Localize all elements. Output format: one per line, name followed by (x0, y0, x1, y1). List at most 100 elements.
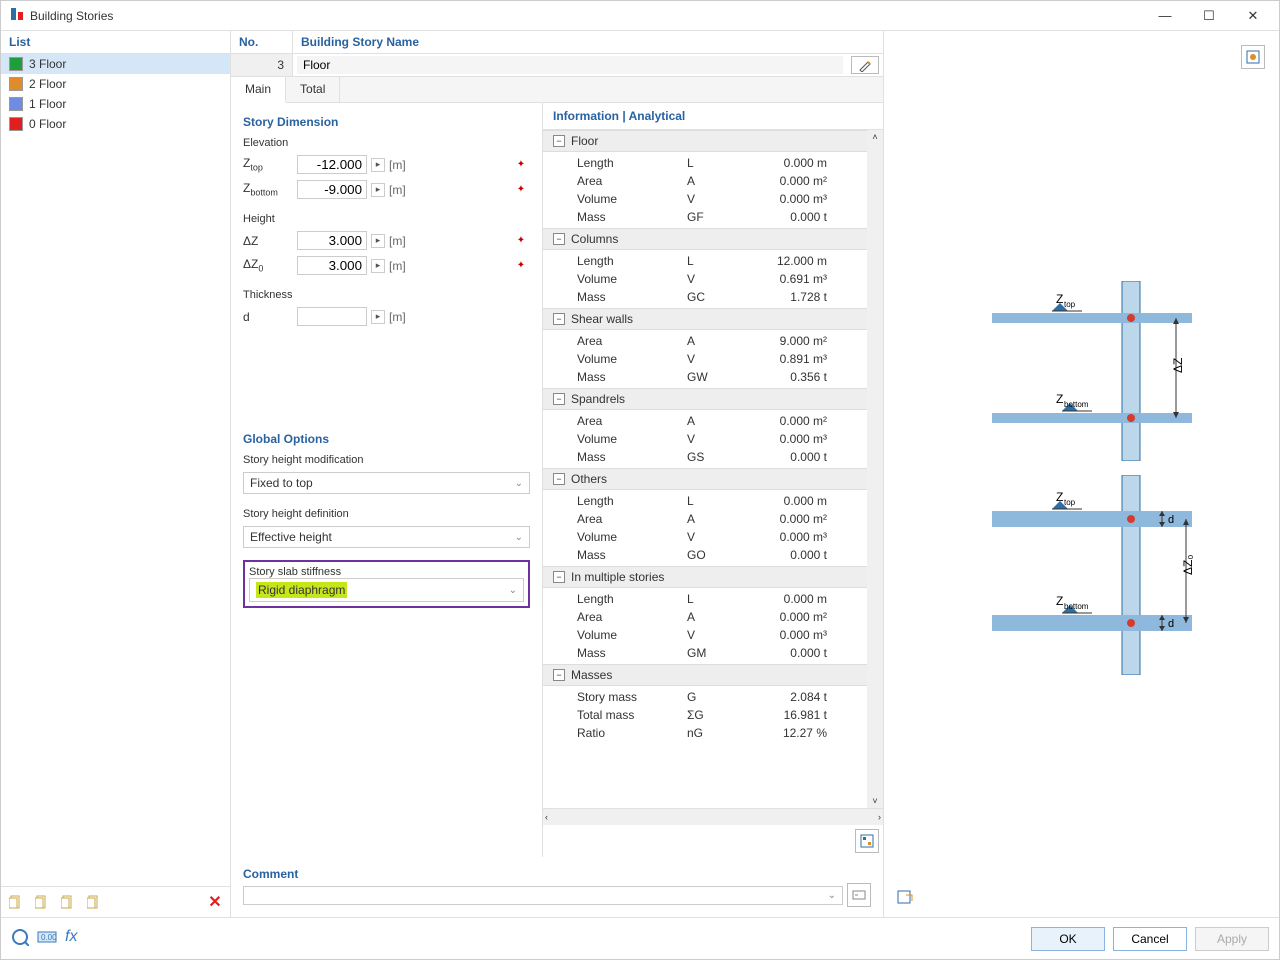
copy2-icon[interactable] (57, 891, 79, 913)
info-value: 0.000 t (737, 646, 827, 660)
cancel-button[interactable]: Cancel (1113, 927, 1187, 951)
story-name-input[interactable] (297, 56, 843, 74)
info-row: LengthL0.000 m (543, 492, 883, 510)
info-value: 12.27 % (737, 726, 827, 740)
info-panel: Information | Analytical −FloorLengthL0.… (543, 103, 883, 857)
horizontal-scrollbar[interactable]: ‹› (543, 809, 883, 825)
new-icon[interactable] (5, 891, 27, 913)
delete-icon[interactable]: ✕ (204, 891, 226, 913)
window: Building Stories — ☐ ✕ List 3 Floor 2 Fl… (0, 0, 1280, 960)
info-symbol: A (687, 512, 737, 526)
collapse-icon[interactable]: − (553, 571, 565, 583)
link-icon[interactable]: ✦ (512, 232, 530, 250)
info-row: RationG12.27 % (543, 724, 883, 742)
diagram-settings-button[interactable] (1241, 45, 1265, 69)
collapse-icon[interactable]: − (553, 233, 565, 245)
info-row: LengthL12.000 m (543, 252, 883, 270)
collapse-icon[interactable]: − (553, 135, 565, 147)
dz0-input[interactable] (297, 256, 367, 275)
info-group-header[interactable]: −Spandrels (543, 388, 883, 410)
collapse-icon[interactable]: − (553, 313, 565, 325)
help-icon[interactable] (11, 928, 29, 949)
link-icon[interactable]: ✦ (512, 156, 530, 174)
stepper-icon[interactable]: ▸ (371, 259, 385, 273)
units-icon[interactable]: 0.00 (37, 928, 57, 949)
info-group-header[interactable]: −Shear walls (543, 308, 883, 330)
dz-input[interactable] (297, 231, 367, 250)
maximize-button[interactable]: ☐ (1191, 8, 1227, 24)
zbottom-row: Zbottom ▸ [m] ✦ (243, 180, 530, 199)
link-icon[interactable]: ✦ (512, 257, 530, 275)
floor-item-1[interactable]: 1 Floor (1, 94, 230, 114)
stepper-icon[interactable]: ▸ (371, 158, 385, 172)
stepper-icon[interactable]: ▸ (371, 310, 385, 324)
diagram-dz: Ztop Zbottom ΔZ (894, 281, 1269, 461)
svg-text:0.00: 0.00 (41, 933, 57, 942)
copy-icon[interactable] (31, 891, 53, 913)
group-name: Masses (571, 668, 612, 682)
tab-total[interactable]: Total (286, 77, 340, 102)
info-symbol: V (687, 352, 737, 366)
info-row: VolumeV0.000 m³ (543, 430, 883, 448)
height-def-select[interactable]: Effective height ⌄ (243, 526, 530, 548)
minimize-button[interactable]: — (1147, 8, 1183, 23)
info-symbol: L (687, 592, 737, 606)
height-mod-select[interactable]: Fixed to top ⌄ (243, 472, 530, 494)
info-name: Ratio (577, 726, 687, 740)
comment-input[interactable]: ⌄ (243, 886, 843, 905)
diagram-dz0: Ztop d Zbottom d (894, 475, 1269, 675)
info-name: Volume (577, 432, 687, 446)
svg-text:ΔZ₀: ΔZ₀ (1181, 555, 1195, 575)
stepper-icon[interactable]: ▸ (371, 234, 385, 248)
info-symbol: nG (687, 726, 737, 740)
apply-button[interactable]: Apply (1195, 927, 1269, 951)
info-tool-button[interactable] (855, 829, 879, 853)
info-symbol: A (687, 414, 737, 428)
formula-icon[interactable]: fx (65, 928, 77, 949)
info-row: MassGM0.000 t (543, 644, 883, 662)
info-name: Length (577, 254, 687, 268)
info-symbol: GW (687, 370, 737, 384)
floor-label: 0 Floor (29, 117, 66, 131)
floor-item-2[interactable]: 2 Floor (1, 74, 230, 94)
info-group-header[interactable]: −Floor (543, 130, 883, 152)
info-group-header[interactable]: −In multiple stories (543, 566, 883, 588)
info-symbol: GS (687, 450, 737, 464)
info-row: MassGC1.728 t (543, 288, 883, 306)
stepper-icon[interactable]: ▸ (371, 183, 385, 197)
slab-stiff-select[interactable]: Rigid diaphragm ⌄ (249, 578, 524, 602)
ztop-input[interactable] (297, 155, 367, 174)
info-name: Area (577, 414, 687, 428)
info-group-header[interactable]: −Columns (543, 228, 883, 250)
comment-apply-button[interactable] (847, 883, 871, 907)
sidebar: List 3 Floor 2 Floor 1 Floor 0 Floor (1, 31, 231, 917)
info-value: 0.000 m² (737, 174, 827, 188)
tab-main[interactable]: Main (231, 77, 286, 103)
collapse-icon[interactable]: − (553, 393, 565, 405)
collapse-icon[interactable]: − (553, 669, 565, 681)
diagram-export-button[interactable] (894, 887, 918, 911)
copy3-icon[interactable] (83, 891, 105, 913)
info-row: VolumeV0.000 m³ (543, 626, 883, 644)
close-button[interactable]: ✕ (1235, 8, 1271, 24)
floor-item-3[interactable]: 3 Floor (1, 54, 230, 74)
center-header: No. Building Story Name (231, 31, 883, 54)
info-group-header[interactable]: −Others (543, 468, 883, 490)
svg-text:bottom: bottom (1064, 400, 1089, 409)
link-icon[interactable]: ✦ (512, 181, 530, 199)
info-symbol: V (687, 432, 737, 446)
vertical-scrollbar[interactable]: ˄˅ (867, 130, 883, 808)
info-name: Mass (577, 548, 687, 562)
ok-button[interactable]: OK (1031, 927, 1105, 951)
floor-item-0[interactable]: 0 Floor (1, 114, 230, 134)
dz0-row: ΔZ0 ▸ [m] ✦ (243, 256, 530, 275)
d-input[interactable] (297, 307, 367, 326)
info-scroll[interactable]: −FloorLengthL0.000 mAreaA0.000 m²VolumeV… (543, 129, 883, 809)
slab-stiffness-group: Story slab stiffness Rigid diaphragm ⌄ (243, 560, 530, 608)
info-name: Mass (577, 210, 687, 224)
info-symbol: A (687, 174, 737, 188)
collapse-icon[interactable]: − (553, 473, 565, 485)
edit-name-button[interactable] (851, 56, 879, 74)
info-group-header[interactable]: −Masses (543, 664, 883, 686)
zbottom-input[interactable] (297, 180, 367, 199)
